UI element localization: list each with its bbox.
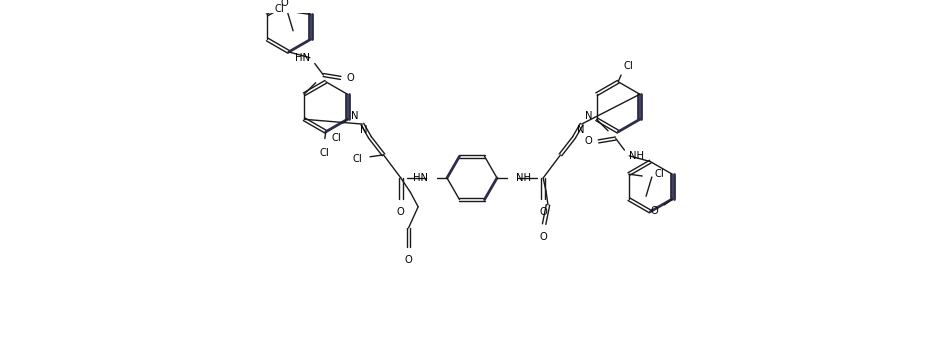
Text: O: O xyxy=(539,207,548,217)
Text: Cl: Cl xyxy=(655,169,665,179)
Text: N: N xyxy=(351,111,359,121)
Text: N: N xyxy=(585,111,593,121)
Text: Cl: Cl xyxy=(353,154,362,164)
Text: N: N xyxy=(577,125,584,134)
Text: HN: HN xyxy=(295,53,310,63)
Text: Cl: Cl xyxy=(624,61,633,71)
Text: NH: NH xyxy=(630,151,644,161)
Text: O: O xyxy=(346,73,354,83)
Text: HN: HN xyxy=(413,173,428,183)
Text: O: O xyxy=(650,206,659,216)
Text: O: O xyxy=(585,136,593,146)
Text: O: O xyxy=(396,207,405,217)
Text: NH: NH xyxy=(516,173,531,183)
Text: Cl: Cl xyxy=(319,148,329,158)
Text: Cl: Cl xyxy=(275,4,284,14)
Text: N: N xyxy=(360,125,367,134)
Text: Cl: Cl xyxy=(331,133,341,143)
Text: O: O xyxy=(539,232,548,242)
Text: O: O xyxy=(405,255,413,265)
Text: O: O xyxy=(280,0,288,8)
